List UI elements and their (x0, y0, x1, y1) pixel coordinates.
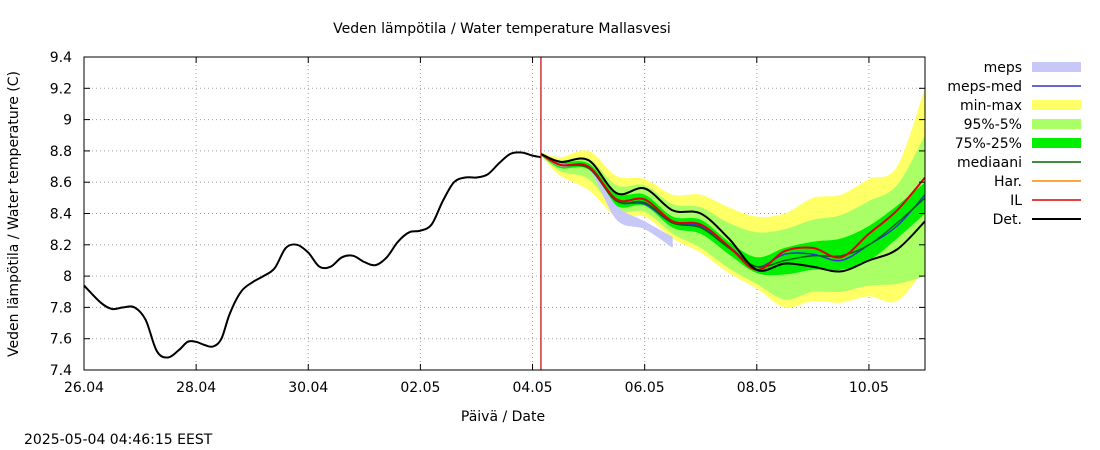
y-tick-label: 9.2 (50, 81, 72, 97)
x-tick-label: 04.05 (512, 380, 552, 396)
legend-label: meps-med (947, 79, 1022, 95)
observed-series (83, 151, 542, 359)
band-meps (540, 152, 673, 248)
y-tick-label: 7.8 (50, 300, 72, 316)
y-axis-label: Veden lämpötila / Water temperature (C) (6, 71, 22, 357)
x-tick-label: 06.05 (625, 380, 665, 396)
legend-label: IL (1010, 193, 1022, 209)
legend: meps meps-med min-max 95%-5% 75%-25% mediaani… (947, 60, 1081, 228)
forecast-bands (540, 88, 925, 308)
x-tick-label: 26.04 (64, 380, 104, 396)
legend-label: 75%-25% (955, 136, 1022, 152)
x-tick-label: 30.04 (288, 380, 328, 396)
y-tick-label: 8.8 (50, 144, 72, 160)
legend-swatch (1032, 119, 1081, 129)
y-tick-label: 9.4 (50, 50, 72, 66)
line-il (540, 153, 926, 271)
legend-label: mediaani (957, 155, 1022, 171)
legend-swatch (1032, 100, 1081, 110)
x-tick-label: 02.05 (400, 380, 440, 396)
y-tick-label: 7.6 (50, 332, 72, 348)
forecast-lines (540, 153, 926, 273)
x-tick-label: 08.05 (737, 380, 777, 396)
x-axis-label: Päivä / Date (461, 409, 545, 425)
x-tick-label: 10.05 (849, 380, 889, 396)
legend-label: min-max (960, 98, 1022, 114)
y-tick-label: 8 (63, 269, 72, 285)
y-tick-label: 8.4 (50, 207, 72, 223)
legend-label: Det. (993, 212, 1022, 228)
chart-title: Veden lämpötila / Water temperature Mall… (333, 21, 671, 37)
legend-swatch (1032, 62, 1081, 72)
legend-label: meps (984, 60, 1022, 76)
y-tick-label: 8.6 (50, 175, 72, 191)
timestamp: 2025-05-04 04:46:15 EEST (24, 432, 213, 448)
legend-swatch (1032, 138, 1081, 148)
band-75-25- (540, 152, 925, 276)
observed-line (83, 151, 542, 359)
x-tick-label: 28.04 (176, 380, 216, 396)
legend-label: Har. (994, 174, 1022, 190)
legend-label: 95%-5% (964, 117, 1022, 133)
y-tick-label: 7.4 (50, 363, 72, 379)
axis-ticks: 7.4 7.6 7.8 8 8.2 8.4 8.6 8.8 9 9.2 9.4 26.04 28.04 3… (50, 50, 925, 396)
line-det- (540, 153, 926, 273)
y-tick-label: 8.2 (50, 238, 72, 254)
y-tick-label: 9 (63, 113, 72, 129)
